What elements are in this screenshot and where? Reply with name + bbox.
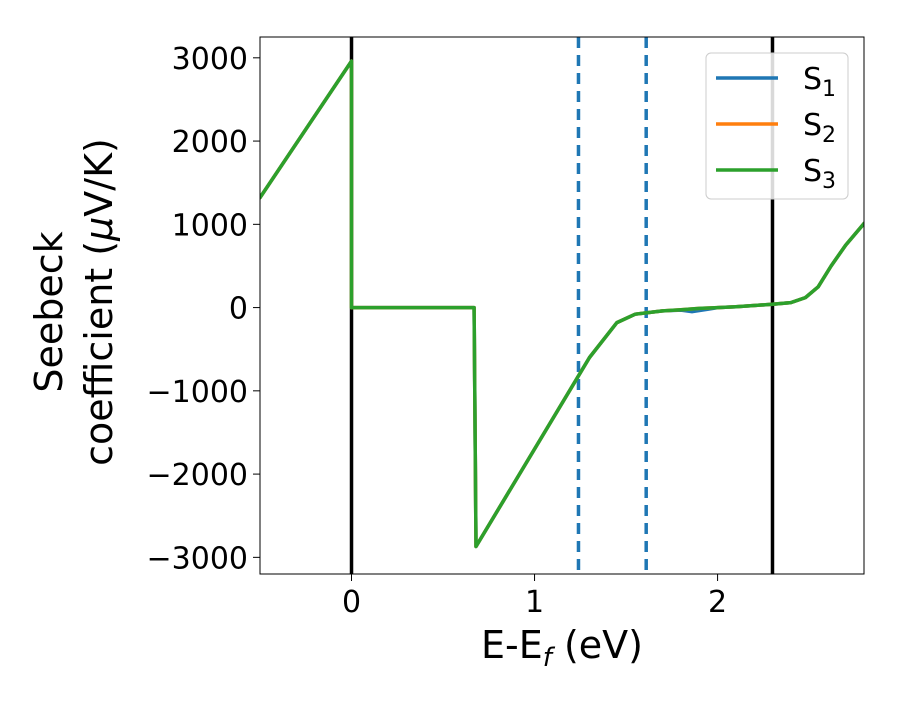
y-tick-label: 2000 bbox=[172, 125, 248, 160]
legend: S1 S2 S3 bbox=[705, 52, 849, 200]
legend-label-2: S2 bbox=[803, 108, 836, 148]
y-axis-title-mu: μ bbox=[77, 217, 121, 242]
y-tick-label: 0 bbox=[229, 292, 248, 327]
y-axis-title-prefix: coefficient ( bbox=[77, 241, 121, 466]
y-axis-title-line2: coefficient (μV/K) bbox=[77, 138, 121, 466]
y-tick-label: 1000 bbox=[172, 208, 248, 243]
y-tick-label: −3000 bbox=[147, 541, 248, 576]
y-axis-title-unit: V/K) bbox=[77, 138, 121, 217]
y-tick-label: −1000 bbox=[147, 375, 248, 410]
plot-frame bbox=[259, 36, 865, 575]
y-axis-ticks: −3000 −2000 −1000 0 1000 2000 3000 bbox=[147, 42, 260, 576]
x-axis-ticks: 0 1 2 bbox=[342, 574, 727, 620]
x-axis-title-main: E-E bbox=[481, 623, 543, 667]
y-tick-label: −2000 bbox=[147, 458, 248, 493]
x-tick-label: 0 bbox=[342, 585, 361, 620]
series-lines bbox=[260, 59, 864, 549]
y-axis-title-line1: Seebeck bbox=[27, 231, 71, 392]
x-axis-title: E-Ef (eV) bbox=[481, 623, 643, 673]
x-axis-title-unit: (eV) bbox=[552, 623, 643, 667]
legend-label-3: S3 bbox=[803, 154, 836, 194]
x-tick-label: 2 bbox=[708, 585, 727, 620]
legend-label-1: S1 bbox=[803, 62, 836, 102]
y-tick-label: 3000 bbox=[172, 42, 248, 77]
legend-box bbox=[705, 52, 849, 200]
series-line-3 bbox=[260, 59, 864, 549]
x-tick-label: 1 bbox=[525, 585, 544, 620]
